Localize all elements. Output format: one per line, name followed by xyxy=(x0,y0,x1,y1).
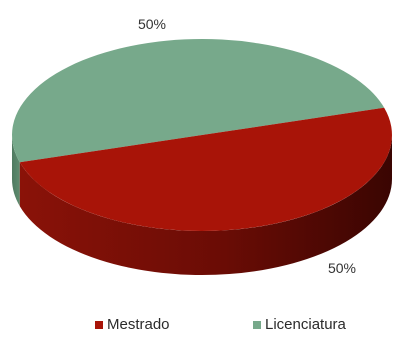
pie-slice-mestrado xyxy=(19,107,392,231)
legend-label-mestrado: Mestrado xyxy=(107,316,170,333)
legend-swatch-licenciatura xyxy=(253,320,261,329)
pie-slice-licenciatura xyxy=(12,39,385,163)
legend: Mestrado Licenciatura xyxy=(0,316,395,338)
pie-slice-licenciatura-side xyxy=(11,135,20,207)
data-label-mestrado: 50% xyxy=(328,260,356,276)
data-label-licenciatura: 50% xyxy=(138,16,166,32)
legend-swatch-mestrado xyxy=(95,320,103,329)
legend-label-licenciatura: Licenciatura xyxy=(265,316,346,333)
pie-slice-mestrado-side xyxy=(19,135,393,276)
legend-item-mestrado: Mestrado xyxy=(95,316,170,333)
legend-item-licenciatura: Licenciatura xyxy=(253,316,346,333)
